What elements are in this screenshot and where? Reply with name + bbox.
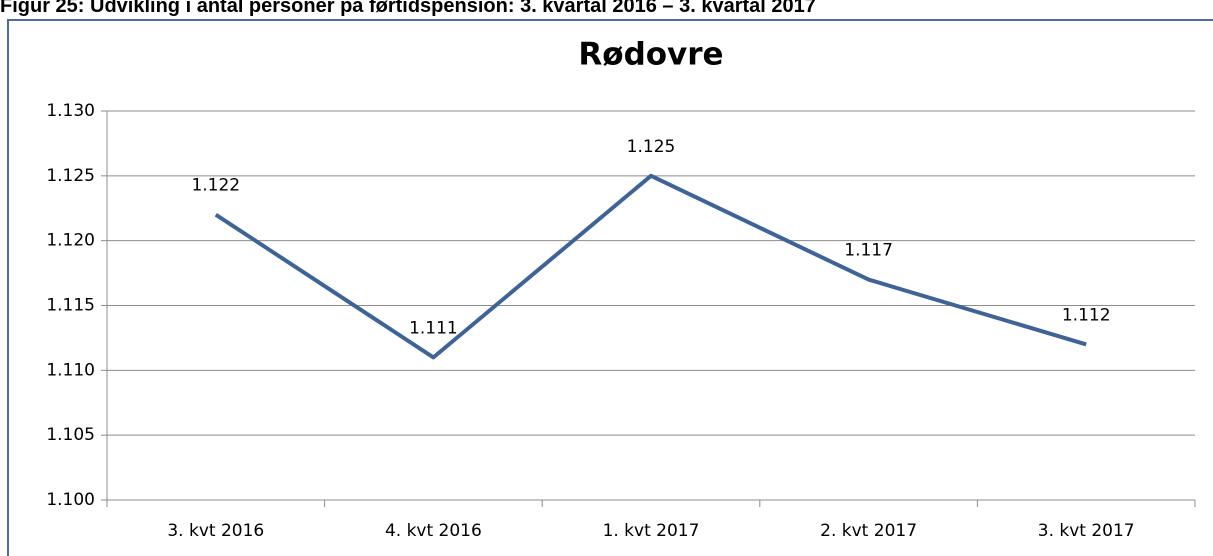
x-tick-label: 3. kvt 2016 <box>167 521 264 541</box>
x-tick-label: 2. kvt 2017 <box>820 521 917 541</box>
y-tick-label: 1.100 <box>46 490 95 510</box>
y-tick-label: 1.120 <box>46 231 95 251</box>
figure-heading: Figur 25: Udvikling i antal personer på … <box>0 0 816 17</box>
chart-title: Rødovre <box>578 37 723 73</box>
y-tick-label: 1.115 <box>46 296 95 316</box>
data-label: 1.122 <box>191 176 240 196</box>
y-tick-label: 1.110 <box>46 360 95 380</box>
data-line <box>214 173 1087 360</box>
x-tick-label: 3. kvt 2017 <box>1038 521 1135 541</box>
y-tick-label: 1.105 <box>46 425 95 445</box>
data-label: 1.111 <box>409 318 458 338</box>
data-label: 1.117 <box>844 241 893 261</box>
chart-frame <box>7 19 1213 556</box>
data-label: 1.125 <box>627 137 676 157</box>
data-label: 1.112 <box>1062 305 1111 325</box>
x-tick-label: 4. kvt 2016 <box>385 521 482 541</box>
y-tick-label: 1.125 <box>46 166 95 186</box>
x-tick-label: 1. kvt 2017 <box>603 521 700 541</box>
y-tick-label: 1.130 <box>46 101 95 121</box>
